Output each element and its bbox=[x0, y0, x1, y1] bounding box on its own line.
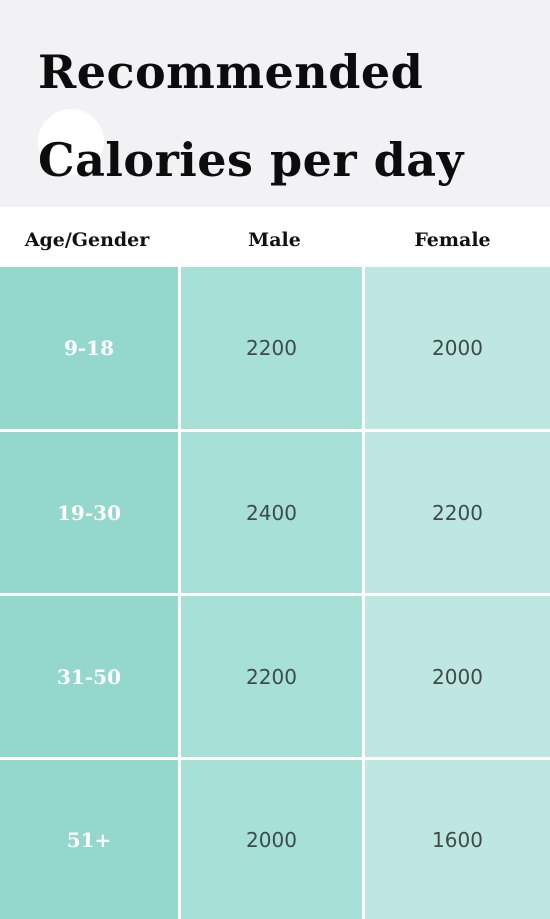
title-line-1: Recommended bbox=[38, 45, 424, 99]
cell-female: 2200 bbox=[365, 432, 550, 593]
decorative-circle bbox=[38, 109, 104, 175]
cell-male: 2400 bbox=[181, 432, 362, 593]
column-header-age-gender: Age/Gender bbox=[24, 229, 150, 251]
title-line-2: Calories per day bbox=[38, 133, 464, 187]
cell-age: 19-30 bbox=[0, 432, 178, 593]
cell-age: 51+ bbox=[0, 760, 178, 919]
column-header-male: Male bbox=[248, 229, 301, 251]
cell-female: 2000 bbox=[365, 596, 550, 757]
cell-female: 2000 bbox=[365, 267, 550, 429]
calories-table: 9-18 2200 2000 19-30 2400 2200 31-50 220… bbox=[0, 267, 550, 919]
cell-male: 2200 bbox=[181, 267, 362, 429]
title-banner: Recommended Calories per day bbox=[0, 0, 550, 207]
page-title: Recommended Calories per day bbox=[38, 28, 464, 204]
cell-age: 31-50 bbox=[0, 596, 178, 757]
cell-age: 9-18 bbox=[0, 267, 178, 429]
cell-female: 1600 bbox=[365, 760, 550, 919]
table-header-row: Age/Gender Male Female bbox=[0, 207, 550, 267]
cell-male: 2200 bbox=[181, 596, 362, 757]
column-header-female: Female bbox=[414, 229, 491, 251]
cell-male: 2000 bbox=[181, 760, 362, 919]
